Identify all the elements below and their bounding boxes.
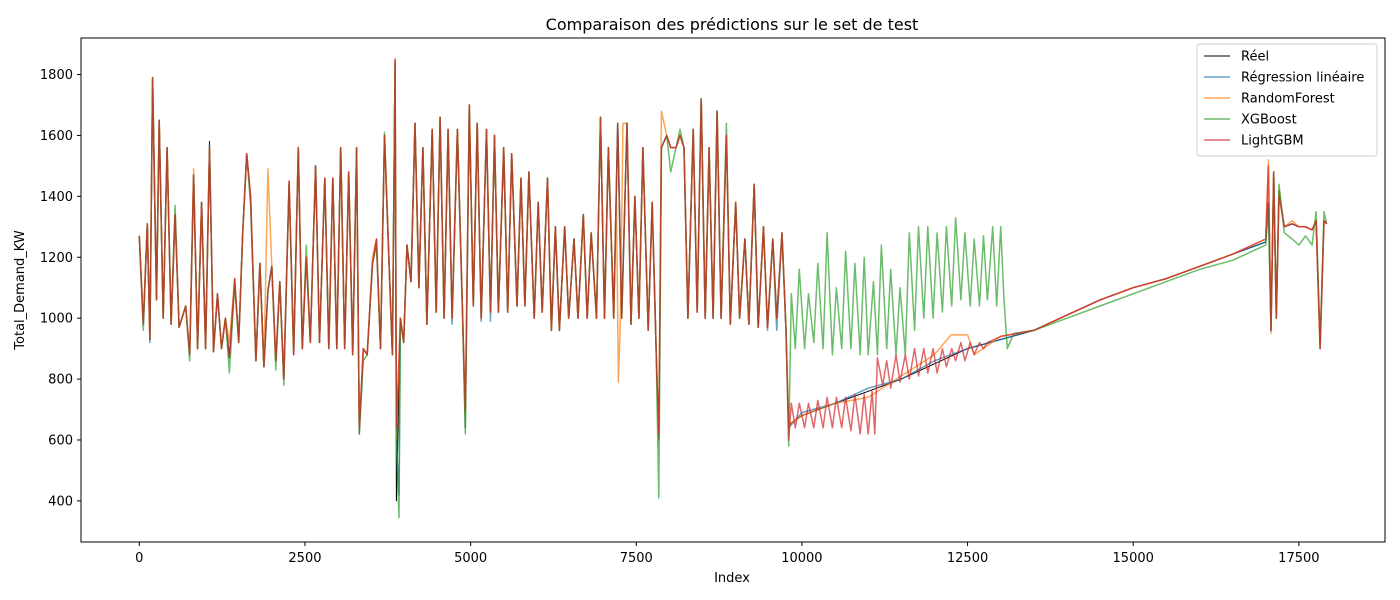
y-tick-label: 800: [48, 373, 73, 388]
chart-title: Comparaison des prédictions sur le set d…: [546, 15, 919, 34]
x-tick-label: 2500: [288, 551, 321, 566]
x-tick-label: 12500: [947, 551, 988, 566]
legend: Réel Régression linéaire RandomForest XGBoo…: [1196, 43, 1378, 157]
y-tick-label: 1000: [40, 312, 73, 327]
x-tick-label: 7500: [620, 551, 653, 566]
series-line-4: [138, 58, 1328, 441]
x-tick-label: 0: [135, 551, 143, 566]
legend-label-0: Réel: [1241, 50, 1269, 65]
y-tick-label: 600: [48, 433, 73, 448]
x-axis: 0 2500 5000 7500 10000 12500 15000 17500: [135, 542, 1320, 566]
x-tick-label: 5000: [454, 551, 487, 566]
legend-label-1: Régression linéaire: [1241, 71, 1364, 86]
x-tick-label: 17500: [1278, 551, 1319, 566]
x-tick-label: 10000: [781, 551, 822, 566]
x-axis-label: Index: [714, 571, 750, 586]
y-axis: 400 600 800 1000 1200 1400 1600 1800: [40, 68, 81, 509]
y-tick-label: 1600: [40, 129, 73, 144]
y-tick-label: 1800: [40, 68, 73, 83]
y-tick-label: 400: [48, 494, 73, 509]
plot-frame: [80, 37, 1386, 543]
series-layer: [138, 58, 1328, 519]
y-axis-label: Total_Demand_KW: [13, 230, 28, 351]
legend-label-3: XGBoost: [1241, 113, 1297, 128]
legend-frame: [1196, 43, 1378, 157]
y-tick-label: 1400: [40, 190, 73, 205]
x-tick-label: 15000: [1113, 551, 1154, 566]
legend-label-2: RandomForest: [1241, 92, 1335, 107]
y-tick-label: 1200: [40, 251, 73, 266]
legend-label-4: LightGBM: [1241, 134, 1304, 149]
